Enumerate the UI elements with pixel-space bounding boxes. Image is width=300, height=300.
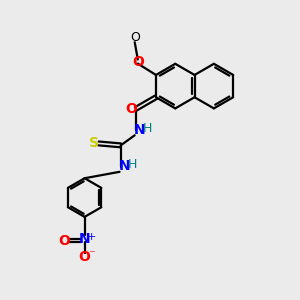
Text: S: S <box>89 136 99 150</box>
Text: +: + <box>86 232 96 242</box>
Text: O: O <box>58 234 70 248</box>
Text: N: N <box>79 232 90 246</box>
Text: N: N <box>134 123 146 137</box>
Text: H: H <box>128 158 137 171</box>
Text: O: O <box>132 56 144 69</box>
Text: N: N <box>119 159 131 173</box>
Text: O: O <box>130 31 140 44</box>
Text: H: H <box>142 122 152 135</box>
Text: O: O <box>125 102 137 116</box>
Text: ⁻: ⁻ <box>88 249 94 262</box>
Text: O: O <box>79 250 91 264</box>
